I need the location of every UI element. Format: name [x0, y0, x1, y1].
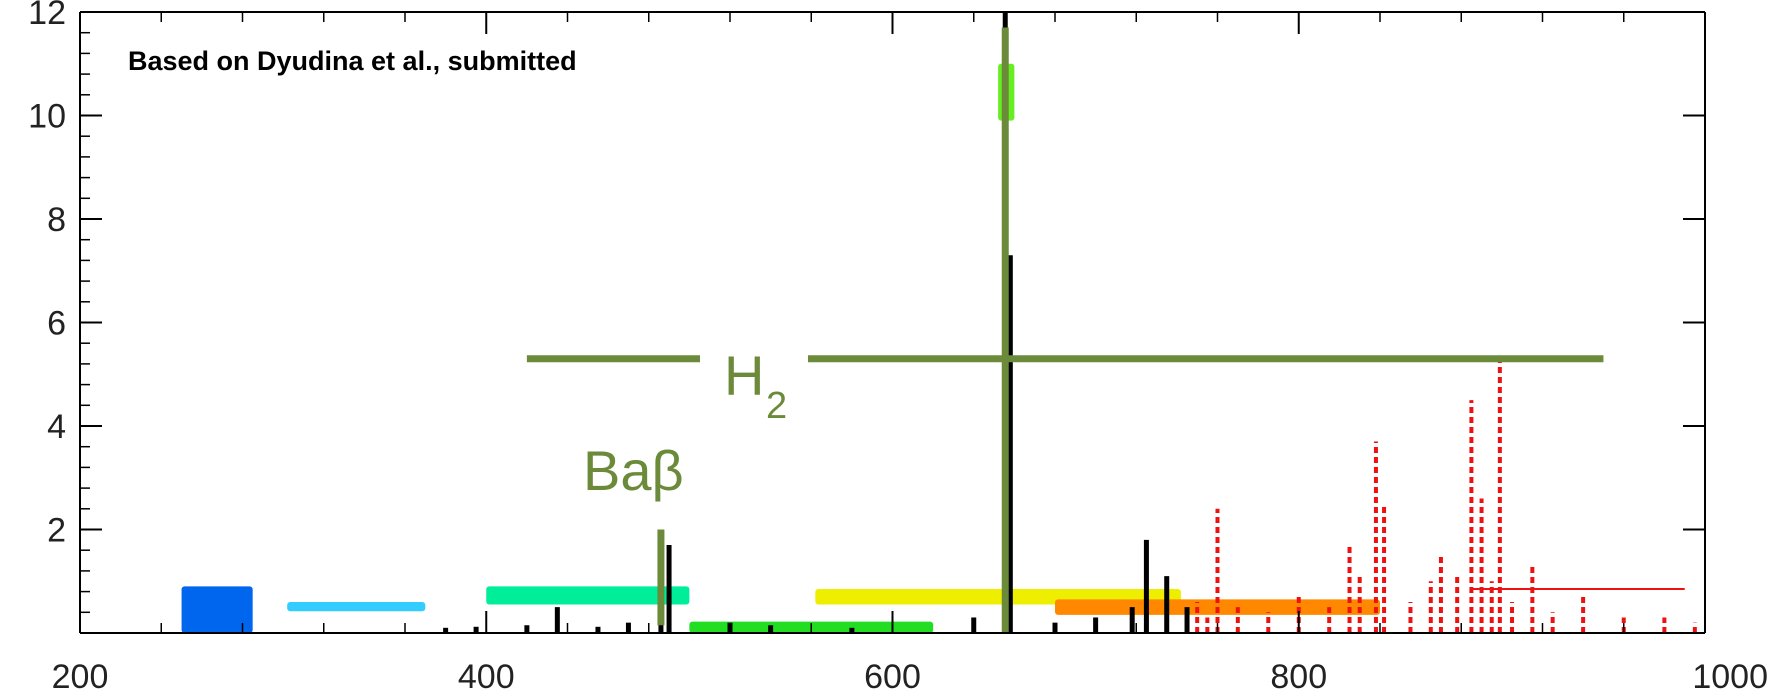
- y-tick-label-3: 8: [47, 201, 66, 239]
- h2-label-subscript: 2: [766, 385, 787, 427]
- reference-lines: [526, 27, 1685, 633]
- y-tick-label-2: 6: [47, 305, 66, 343]
- filter-band-2: [486, 586, 690, 605]
- x-tick-label-1: 400: [458, 658, 515, 695]
- y-tick-label-1: 4: [47, 408, 66, 446]
- filter-band-1: [287, 601, 426, 612]
- ba-beta-label: Baβ: [583, 439, 684, 502]
- tick-labels: 2 4 6 8 10 12 200 400 600 800 1000: [28, 0, 1768, 695]
- h2-label: H: [724, 344, 764, 407]
- filter-band-0: [181, 586, 253, 633]
- x-tick-label-0: 200: [52, 658, 109, 695]
- spectrum-bars: [443, 12, 1697, 633]
- x-tick-label-4: 1000: [1692, 658, 1768, 695]
- axes: [79, 11, 1706, 634]
- y-tick-label-5: 12: [28, 0, 66, 32]
- credit-text: Based on Dyudina et al., submitted: [128, 46, 577, 76]
- h2-label-background: [700, 345, 808, 415]
- x-tick-label-3: 800: [1270, 658, 1327, 695]
- h2-annotation: H 2: [700, 344, 808, 427]
- y-tick-label-4: 10: [28, 98, 66, 136]
- x-tick-label-2: 600: [864, 658, 921, 695]
- y-tick-label-0: 2: [47, 512, 66, 550]
